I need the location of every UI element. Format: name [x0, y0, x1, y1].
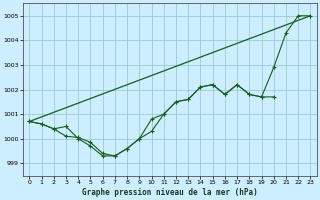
X-axis label: Graphe pression niveau de la mer (hPa): Graphe pression niveau de la mer (hPa) — [82, 188, 258, 197]
